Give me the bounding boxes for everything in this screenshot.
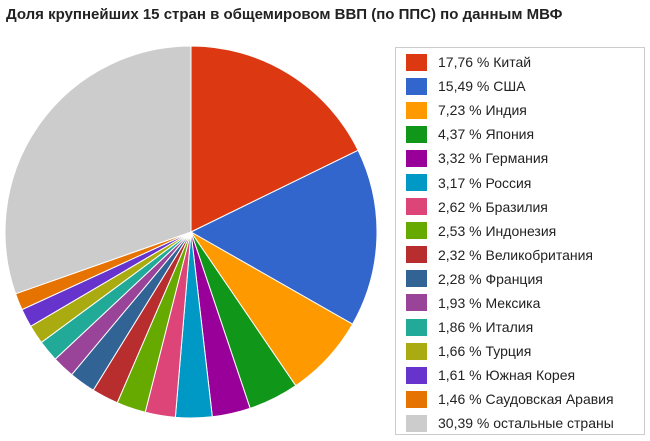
pie-slice-1 [189,149,378,325]
pie-slice-15 [4,45,192,295]
legend-label: 2,28 % Франция [438,270,543,287]
legend-item-14: 1,46 % Саудовская Аравия [406,387,644,411]
legend-label: 17,76 % Китай [438,54,532,71]
legend-item-2: 7,23 % Индия [406,98,644,122]
legend-item-3: 4,37 % Япония [406,122,644,146]
legend-swatch [406,318,427,336]
legend-label: 3,17 % Россия [438,174,532,191]
legend-swatch [406,246,427,264]
legend-swatch [406,149,427,167]
legend-swatch [406,222,427,240]
legend-label: 15,49 % США [438,78,526,95]
legend-item-10: 1,93 % Мексика [406,291,644,315]
legend-swatch [406,342,427,360]
legend-item-11: 1,86 % Италия [406,315,644,339]
legend-label: 2,62 % Бразилия [438,198,548,215]
legend-item-4: 3,32 % Германия [406,146,644,170]
legend-item-12: 1,66 % Турция [406,339,644,363]
legend-item-8: 2,32 % Великобритания [406,243,644,267]
pie-slice-0 [190,45,359,233]
legend-label: 1,46 % Саудовская Аравия [438,391,614,408]
legend-swatch [406,174,427,192]
legend-label: 1,93 % Мексика [438,294,541,311]
legend-item-0: 17,76 % Китай [406,50,644,74]
chart-legend: 17,76 % Китай 15,49 % США 7,23 % Индия 4,37… [395,47,645,435]
legend-item-13: 1,61 % Южная Корея [406,363,644,387]
pie-chart [4,45,378,419]
legend-swatch [406,198,427,216]
legend-swatch [406,294,427,312]
legend-item-6: 2,62 % Бразилия [406,195,644,219]
legend-label: 4,37 % Япония [438,126,535,143]
legend-label: 3,32 % Германия [438,150,549,167]
legend-swatch [406,53,427,71]
legend-swatch [406,125,427,143]
legend-item-7: 2,53 % Индонезия [406,219,644,243]
legend-label: 7,23 % Индия [438,102,527,119]
legend-label: 2,53 % Индонезия [438,222,557,239]
chart-title: Доля крупнейших 15 стран в общемировом В… [6,6,563,23]
legend-label: 30,39 % остальные страны [438,415,614,432]
legend-swatch [406,101,427,119]
legend-swatch [406,366,427,384]
legend-label: 2,32 % Великобритания [438,246,593,263]
legend-swatch [406,414,427,432]
legend-swatch [406,390,427,408]
legend-item-5: 3,17 % Россия [406,170,644,194]
legend-swatch [406,77,427,95]
legend-swatch [406,270,427,288]
legend-item-1: 15,49 % США [406,74,644,98]
legend-label: 1,61 % Южная Корея [438,367,576,384]
legend-item-15: 30,39 % остальные страны [406,411,644,435]
legend-label: 1,86 % Италия [438,319,534,336]
legend-label: 1,66 % Турция [438,343,532,360]
legend-item-9: 2,28 % Франция [406,267,644,291]
